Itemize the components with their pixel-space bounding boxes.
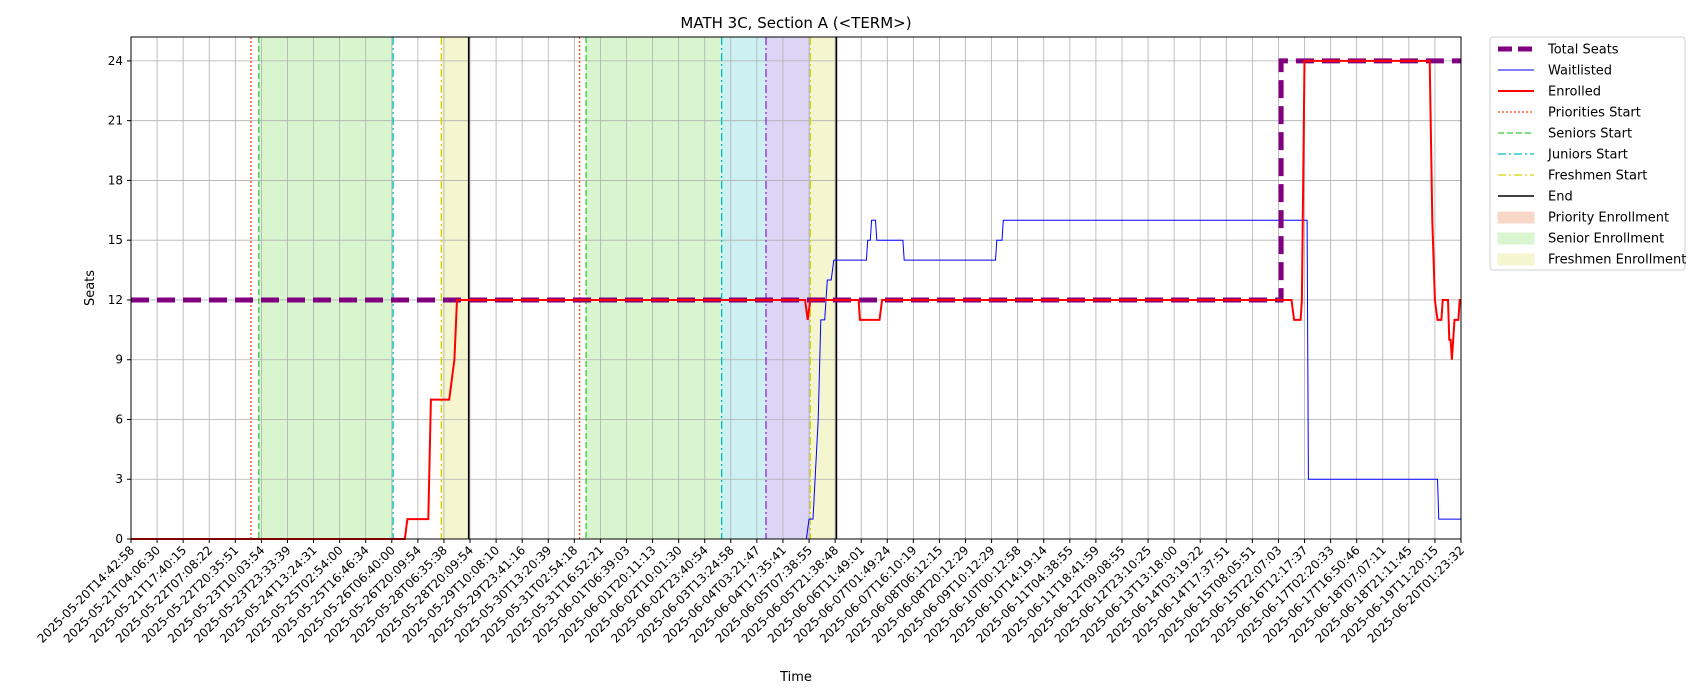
legend-label: Freshmen Enrollment bbox=[1548, 253, 1686, 268]
y-ticks-layer: 0 3 6 9 12 15 18 21 24 bbox=[108, 54, 131, 546]
enrollment-span bbox=[586, 37, 722, 539]
enrollment-span bbox=[810, 37, 837, 539]
legend-label: Senior Enrollment bbox=[1548, 232, 1664, 247]
legend-label: Total Seats bbox=[1547, 43, 1619, 58]
y-tick-label: 3 bbox=[115, 472, 123, 486]
legend-swatch bbox=[1497, 211, 1535, 224]
enrollment-span bbox=[766, 37, 811, 539]
y-tick-label: 18 bbox=[108, 173, 123, 187]
legend-label: Freshmen Start bbox=[1548, 169, 1647, 184]
series-layer bbox=[131, 58, 1461, 540]
y-tick-label: 12 bbox=[108, 293, 123, 307]
vlines-layer bbox=[250, 37, 838, 539]
enrollment-span bbox=[441, 37, 469, 539]
y-tick-label: 0 bbox=[115, 532, 123, 546]
series-line-enrolled bbox=[131, 59, 1461, 540]
y-tick-label: 6 bbox=[115, 412, 123, 426]
x-axis-label: Time bbox=[779, 670, 812, 685]
x-ticks-layer: 2025-05-20T14:42:582025-05-21T04:06:3020… bbox=[35, 539, 1467, 646]
legend-label: End bbox=[1548, 190, 1573, 205]
legend-label: Enrolled bbox=[1548, 85, 1601, 100]
chart-title: MATH 3C, Section A (<TERM>) bbox=[680, 14, 911, 32]
y-tick-label: 24 bbox=[108, 54, 123, 68]
legend-swatch bbox=[1497, 253, 1535, 266]
legend-label: Waitlisted bbox=[1548, 64, 1612, 79]
y-axis-label: Seats bbox=[83, 270, 98, 306]
legend-label: Seniors Start bbox=[1548, 127, 1632, 142]
y-tick-label: 21 bbox=[108, 114, 123, 128]
legend-label: Priorities Start bbox=[1548, 106, 1641, 121]
enrollment-span bbox=[258, 37, 394, 539]
y-tick-label: 15 bbox=[108, 233, 123, 247]
legend-box bbox=[1489, 36, 1686, 271]
series-line-waitlisted bbox=[131, 219, 1461, 540]
legend-swatch bbox=[1497, 232, 1535, 245]
legend-label: Priority Enrollment bbox=[1548, 211, 1669, 226]
y-tick-label: 9 bbox=[115, 353, 123, 367]
legend-label: Juniors Start bbox=[1547, 148, 1628, 163]
enrollment-span bbox=[721, 37, 767, 539]
legend: Total Seats Waitlisted Enrolled Priorities … bbox=[1489, 36, 1686, 271]
plot-frame bbox=[130, 36, 1462, 540]
grid-layer bbox=[130, 37, 1462, 540]
